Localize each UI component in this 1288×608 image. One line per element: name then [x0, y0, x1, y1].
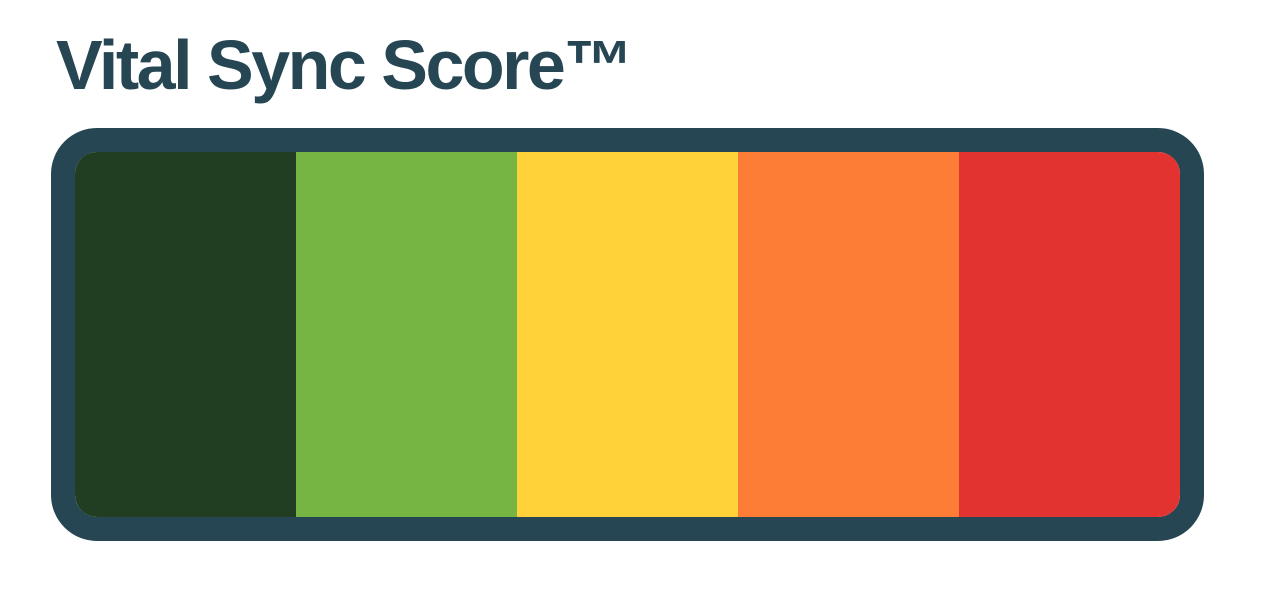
score-segment-orange — [738, 152, 959, 517]
page-title: Vital Sync Score™ — [56, 26, 633, 104]
score-segment-yellow — [517, 152, 738, 517]
score-scale-segments — [75, 152, 1180, 517]
score-scale — [51, 128, 1204, 541]
score-segment-dark-green — [75, 152, 296, 517]
score-segment-red — [959, 152, 1180, 517]
score-segment-green — [296, 152, 517, 517]
